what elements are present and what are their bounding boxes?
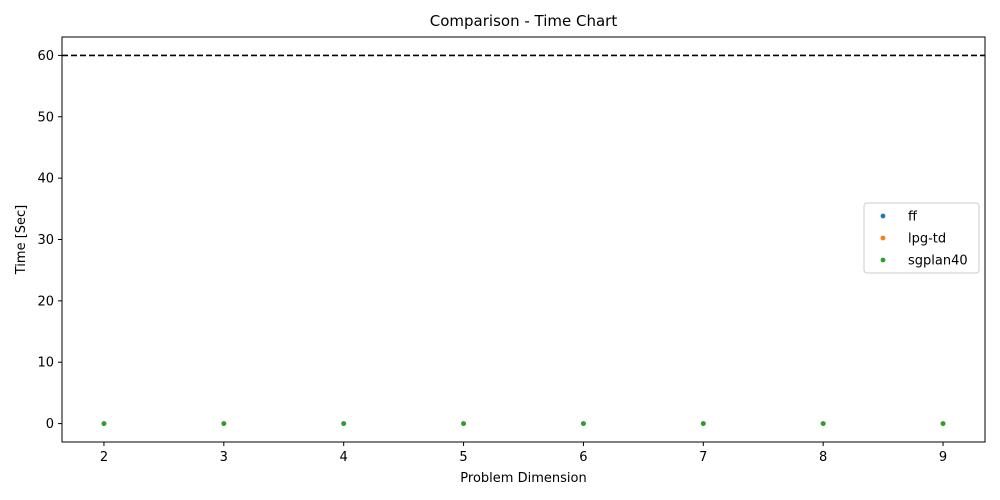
data-point [581,421,586,426]
data-point [940,421,946,426]
x-tick-label: 9 [939,450,947,465]
legend-label: sgplan40 [908,254,968,269]
y-tick-label: 20 [37,294,54,309]
data-point [221,421,227,426]
data-points [101,421,946,426]
x-tick-label: 3 [220,450,228,465]
data-point [341,421,347,426]
legend-marker [880,213,886,219]
legend-label: ff [908,210,918,225]
y-tick-label: 60 [37,49,54,64]
y-tick-label: 10 [37,356,54,371]
chart-title: Comparison - Time Chart [430,12,618,30]
data-point [820,421,826,426]
legend-marker [880,235,886,241]
x-tick-label: 4 [340,450,348,465]
data-point [461,421,466,426]
legend-marker [880,257,886,263]
y-axis-ticks: 0 10 20 30 40 50 60 [37,49,62,432]
legend: ff lpg-td sgplan40 [863,202,980,274]
y-tick-label: 0 [46,417,54,432]
x-axis-label: Problem Dimension [460,471,586,486]
x-tick-label: 8 [819,450,827,465]
plot-area-frame [61,36,986,443]
y-tick-label: 40 [37,172,54,187]
y-tick-label: 50 [37,110,54,125]
x-tick-label: 6 [579,450,587,465]
x-tick-label: 7 [699,450,707,465]
data-point [101,421,107,426]
x-tick-label: 2 [100,450,108,465]
y-axis-label: Time [Sec] [14,205,29,276]
legend-label: lpg-td [908,232,946,247]
data-point [700,421,706,426]
y-tick-label: 30 [37,233,54,248]
legend-box [863,202,980,274]
x-axis-ticks: 2 3 4 5 6 7 8 9 [100,442,947,465]
x-tick-label: 5 [459,450,467,465]
